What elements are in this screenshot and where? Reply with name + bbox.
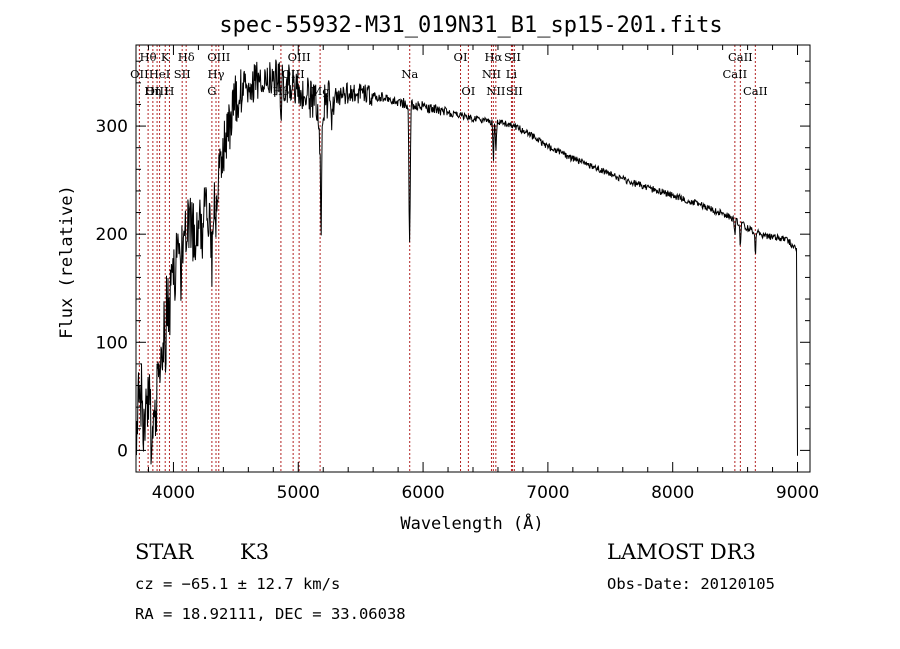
y-axis-ticks: 0 100 200 300 <box>96 60 810 473</box>
line-label-OIII: OIII <box>288 50 311 64</box>
sky-coordinates: RA = 18.92111, DEC = 33.06038 <box>135 605 406 623</box>
y-tick-label: 200 <box>96 225 128 245</box>
object-class: STAR <box>135 540 194 564</box>
line-label-OII: OII <box>130 67 149 81</box>
x-tick-label: 4000 <box>152 483 195 503</box>
y-tick-label: 0 <box>117 441 128 461</box>
line-label-SII: SII <box>506 84 523 98</box>
line-label-NII: NII <box>482 67 501 81</box>
line-label-Hγ: Hγ <box>208 67 225 81</box>
line-label-OI: OI <box>454 50 468 64</box>
redshift-velocity: cz = −65.1 ± 12.7 km/s <box>135 575 340 593</box>
y-tick-label: 100 <box>96 333 128 353</box>
line-label-CaII: CaII <box>722 67 747 81</box>
survey-name: LAMOST DR3 <box>607 540 756 564</box>
line-label-Hη: Hη <box>144 84 161 98</box>
flux-series-line <box>135 59 798 465</box>
x-axis-label: Wavelength (Å) <box>400 512 543 534</box>
line-label-OI: OI <box>461 84 475 98</box>
line-label-Na: Na <box>401 67 418 81</box>
y-tick-label: 300 <box>96 117 128 137</box>
line-label-OIII: OIII <box>207 50 230 64</box>
line-label-HeI: HeI <box>149 67 170 81</box>
line-label-Hδ: Hδ <box>178 50 195 64</box>
observation-date: Obs-Date: 20120105 <box>607 575 775 593</box>
line-label-CaII: CaII <box>743 84 768 98</box>
line-label-H: H <box>164 84 174 98</box>
line-label-NII: NII <box>486 84 505 98</box>
line-label-OIII: OIII <box>146 84 169 98</box>
line-label-SII: SII <box>504 50 521 64</box>
line-label-K: K <box>161 50 170 64</box>
line-label-Hθ: Hθ <box>140 50 157 64</box>
object-subclass: K3 <box>240 540 269 564</box>
line-label-CaII: CaII <box>728 50 753 64</box>
x-tick-label: 6000 <box>401 483 444 503</box>
x-tick-label: 5000 <box>277 483 320 503</box>
chart-title: spec-55932-M31_019N31_B1_sp15-201.fits <box>219 13 722 38</box>
line-label-G: G <box>207 84 216 98</box>
x-tick-label: 9000 <box>776 483 819 503</box>
y-axis-label: Flux (relative) <box>57 185 77 339</box>
line-label-Hα: Hα <box>484 50 502 64</box>
x-tick-label: 7000 <box>526 483 569 503</box>
spectral-line-markers <box>138 45 756 472</box>
line-label-SII: SII <box>174 67 191 81</box>
x-axis-ticks: 4000 5000 6000 7000 8000 9000 <box>147 45 819 503</box>
line-label-Li: Li <box>506 67 518 81</box>
x-tick-label: 8000 <box>651 483 694 503</box>
